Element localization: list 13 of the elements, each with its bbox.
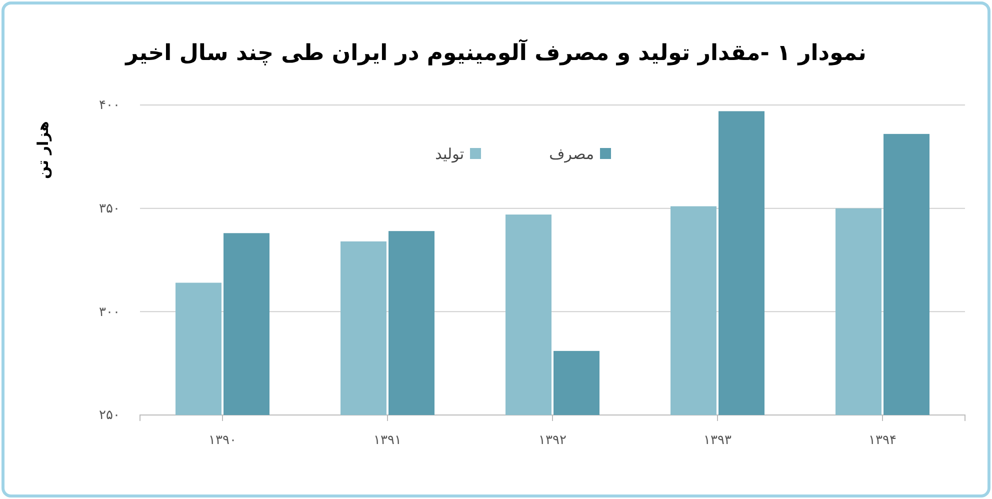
y-tick-label: ۲۵۰	[99, 407, 120, 422]
y-tick-label: ۴۰۰	[99, 97, 120, 112]
chart-title: نمودار ۱ -مقدار تولید و مصرف آلومینیوم در ایران طی چند سال اخیر	[124, 39, 866, 66]
legend-label: مصرف	[549, 145, 594, 163]
legend-label: تولید	[435, 145, 464, 163]
y-axis-title: هزار تن	[34, 121, 52, 179]
y-tick-label: ۳۵۰	[99, 200, 120, 216]
x-tick-label: ۱۳۹۲	[538, 432, 566, 448]
x-tick-label: ۱۳۹۳	[704, 432, 732, 448]
x-tick-label: ۱۳۹۴	[868, 432, 896, 448]
x-tick-label: ۱۳۹۰	[208, 432, 236, 448]
y-tick-label: ۳۰۰	[99, 304, 120, 319]
x-tick-label: ۱۳۹۱	[374, 432, 402, 448]
